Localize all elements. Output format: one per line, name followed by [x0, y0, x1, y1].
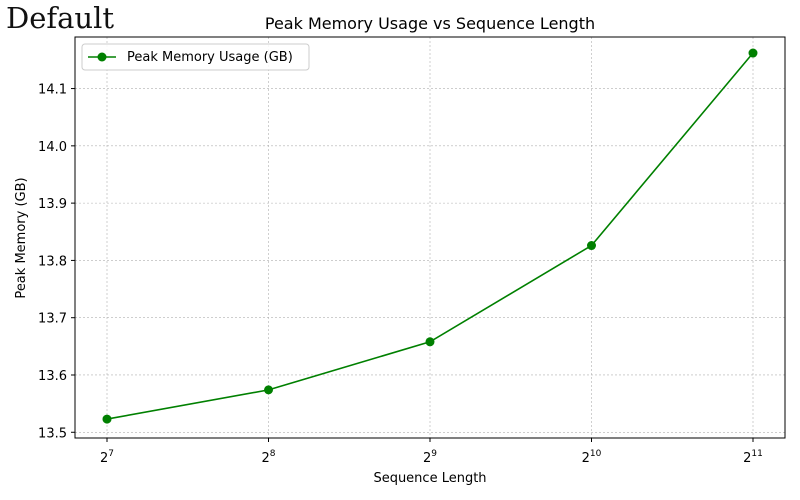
y-tick-label: 14.0	[38, 140, 67, 155]
watermark-text: Default	[6, 1, 115, 35]
x-tick-exponent: 8	[270, 449, 276, 459]
data-point	[425, 337, 435, 347]
data-point	[102, 414, 112, 424]
y-tick-label: 13.7	[38, 312, 67, 327]
x-tick-base: 2	[100, 451, 108, 466]
y-tick-label: 13.8	[38, 254, 67, 269]
x-tick-exponent: 11	[751, 449, 762, 459]
legend-label: Peak Memory Usage (GB)	[127, 50, 293, 65]
y-tick-label: 14.1	[38, 83, 67, 98]
y-axis: 13.5 13.6 13.7 13.8 13.9 14.0 14.1	[38, 83, 75, 441]
legend-box	[81, 43, 310, 71]
y-axis-label: Peak Memory (GB)	[14, 177, 29, 298]
data-point	[264, 385, 273, 395]
x-tick-exponent: 9	[431, 449, 437, 459]
data-point	[748, 48, 758, 58]
y-tick-label: 13.6	[38, 369, 67, 384]
legend-marker	[97, 52, 107, 62]
x-tick-label: 29	[423, 449, 437, 466]
x-tick-label: 28	[261, 449, 275, 466]
x-tick-label: 211	[743, 449, 763, 466]
y-tick-label: 13.5	[38, 426, 67, 441]
legend: Peak Memory Usage (GB)	[81, 43, 310, 71]
series-line	[106, 52, 754, 420]
x-tick-base: 2	[261, 451, 269, 466]
x-tick-exponent: 7	[108, 449, 114, 459]
series	[102, 48, 758, 424]
x-tick-base: 2	[743, 451, 751, 466]
grid	[75, 37, 785, 438]
data-point	[587, 241, 596, 251]
x-tick-label: 210	[582, 449, 602, 466]
x-tick-label: 27	[100, 449, 114, 466]
x-tick-base: 2	[423, 451, 431, 466]
x-axis-label: Sequence Length	[373, 471, 486, 486]
x-tick-exponent: 10	[590, 449, 602, 459]
x-axis: 27 28 29 210 211	[100, 438, 763, 466]
chart-title: Peak Memory Usage vs Sequence Length	[265, 14, 595, 33]
y-tick-label: 13.9	[38, 197, 67, 212]
x-tick-base: 2	[582, 451, 590, 466]
